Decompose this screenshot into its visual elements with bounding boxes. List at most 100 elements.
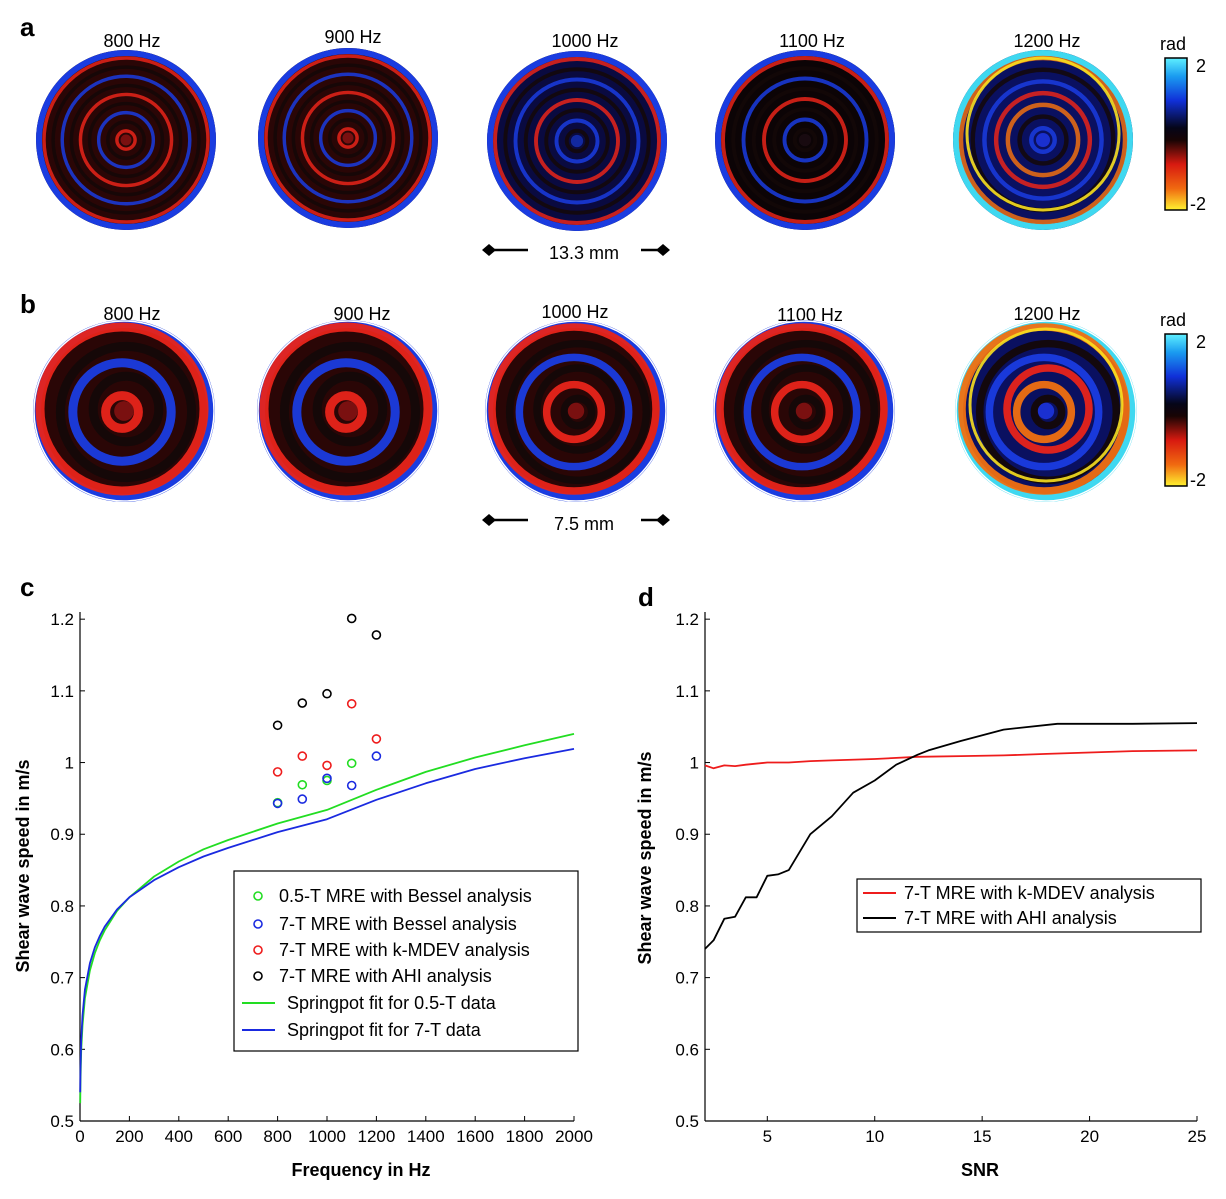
x-tick-label: 1400 bbox=[407, 1127, 445, 1146]
phase-map-b-900: 900 Hz bbox=[257, 304, 439, 502]
x-axis-label: Frequency in Hz bbox=[291, 1160, 430, 1180]
wave-ring bbox=[542, 380, 606, 444]
wave-ring bbox=[523, 87, 631, 195]
data-point bbox=[272, 798, 283, 809]
wave-ring bbox=[761, 364, 851, 454]
map-centre bbox=[114, 401, 134, 421]
freq-label: 800 Hz bbox=[103, 31, 160, 51]
series-line bbox=[704, 749, 1198, 770]
data-point bbox=[346, 698, 357, 709]
wave-ring bbox=[493, 57, 661, 225]
legend-entry: Springpot fit for 7-T data bbox=[242, 1020, 482, 1040]
yellow-ring bbox=[968, 327, 1124, 483]
y-tick-label: 0.7 bbox=[675, 969, 699, 988]
legend-entry: 7-T MRE with AHI analysis bbox=[253, 966, 492, 986]
wave-ring bbox=[69, 83, 183, 197]
wave-ring bbox=[106, 120, 146, 160]
wave-ring bbox=[292, 358, 400, 466]
x-tick-label: 10 bbox=[865, 1127, 884, 1146]
y-axis-label: Shear wave speed in m/s bbox=[635, 751, 655, 964]
map-rim bbox=[487, 51, 667, 231]
phase-map-a-900: 900 Hz bbox=[258, 27, 438, 228]
x-tick-label: 5 bbox=[763, 1127, 772, 1146]
x-tick-label: 1600 bbox=[456, 1127, 494, 1146]
y-tick-label: 1.2 bbox=[50, 610, 74, 629]
wave-rings bbox=[257, 320, 439, 502]
data-point bbox=[272, 767, 283, 777]
data-point bbox=[371, 734, 382, 744]
data-point bbox=[371, 630, 382, 640]
freq-label: 1100 Hz bbox=[777, 305, 843, 325]
map-centre bbox=[1035, 132, 1051, 148]
y-tick-label: 1.2 bbox=[675, 610, 699, 629]
wave-ring bbox=[716, 323, 888, 495]
phase-map-b-1200: 1200 Hz bbox=[955, 304, 1137, 502]
scale-bar-label: 13.3 mm bbox=[549, 243, 619, 263]
colorbar-max: 2 bbox=[1196, 332, 1206, 352]
data-point bbox=[322, 688, 332, 699]
wave-ring bbox=[1017, 114, 1069, 166]
legend-entry: 7-T MRE with AHI analysis bbox=[863, 908, 1117, 928]
wave-rings bbox=[36, 50, 216, 230]
wave-ring bbox=[993, 90, 1093, 190]
y-axis-label: Shear wave speed in m/s bbox=[13, 759, 33, 972]
tick-group: 5 10 15 20 25 0.5 0.6 0.7 0.8 0.9 1 1.1 1.2 bbox=[675, 610, 1206, 1146]
wave-ring bbox=[721, 56, 889, 224]
wave-ring bbox=[115, 129, 137, 151]
wave-ring bbox=[792, 127, 818, 153]
data-point bbox=[346, 613, 357, 624]
wave-ring bbox=[51, 65, 201, 215]
phase-map-a-1100: 1100 Hz bbox=[715, 31, 895, 230]
freq-label: 1200 Hz bbox=[1013, 304, 1080, 324]
data-point bbox=[272, 720, 283, 731]
panel-b-letter: b bbox=[20, 289, 36, 319]
phase-map-b-800: 800 Hz bbox=[33, 304, 215, 502]
freq-label: 1000 Hz bbox=[541, 302, 608, 322]
legend-entry: 0.5-T MRE with Bessel analysis bbox=[253, 886, 532, 906]
series-line bbox=[704, 722, 1198, 950]
legend-label: 7-T MRE with AHI analysis bbox=[279, 966, 492, 986]
map-rim bbox=[953, 50, 1133, 230]
wave-ring bbox=[1003, 364, 1093, 454]
legend-label: 7-T MRE with AHI analysis bbox=[904, 908, 1117, 928]
wave-rings bbox=[715, 50, 895, 230]
freq-label: 900 Hz bbox=[333, 304, 390, 324]
data-point bbox=[371, 751, 382, 761]
chart-c: 0 200 400 600 800 1000 1200 1400 1600 1800 2000 0.5… bbox=[13, 610, 593, 1180]
y-tick-label: 1 bbox=[690, 754, 699, 773]
map-centre bbox=[798, 133, 812, 147]
wave-ring bbox=[731, 66, 879, 214]
mark-group bbox=[704, 722, 1198, 950]
scale-bar-a: 13.3 mm bbox=[482, 243, 670, 263]
colorbar-min: -2 bbox=[1190, 194, 1206, 214]
legend-box bbox=[856, 878, 1202, 933]
phase-map-a-800: 800 Hz bbox=[36, 31, 216, 230]
colorbar-max: 2 bbox=[1196, 56, 1206, 76]
wave-ring bbox=[60, 74, 192, 206]
phase-map-b-1100: 1100 Hz bbox=[713, 305, 895, 502]
y-tick-label: 0.6 bbox=[50, 1040, 74, 1059]
colorbar-min: -2 bbox=[1190, 470, 1206, 490]
wave-ring bbox=[770, 380, 834, 444]
map-edge bbox=[257, 320, 439, 502]
wave-rings bbox=[258, 48, 438, 228]
wave-ring bbox=[101, 391, 143, 433]
wave-ring bbox=[1005, 102, 1081, 178]
x-tick-label: 2000 bbox=[555, 1127, 593, 1146]
legend-box bbox=[233, 870, 579, 1052]
wave-ring bbox=[985, 353, 1103, 471]
map-centre bbox=[567, 402, 585, 420]
panel-c-letter: c bbox=[20, 572, 34, 602]
wave-ring bbox=[503, 67, 651, 215]
data-point bbox=[322, 760, 332, 771]
tick-group: 0 200 400 600 800 1000 1200 1400 1600 1800 2000 0.5… bbox=[50, 610, 593, 1146]
wave-ring bbox=[42, 56, 210, 224]
wave-rings bbox=[33, 320, 215, 502]
chart-d: 5 10 15 20 25 0.5 0.6 0.7 0.8 0.9 1 1.1 1.2 SNR Shea… bbox=[635, 610, 1206, 1180]
panel-d-letter: d bbox=[638, 582, 654, 612]
map-edge bbox=[485, 320, 667, 502]
x-axis-label: SNR bbox=[961, 1160, 999, 1180]
legend-entry: 7-T MRE with Bessel analysis bbox=[253, 914, 517, 934]
panel-a-phase-maps: 800 Hz 900 Hz 1000 Hz 1100 Hz 1200 Hz bbox=[36, 27, 1133, 231]
scale-bar-b: 7.5 mm bbox=[482, 514, 670, 534]
